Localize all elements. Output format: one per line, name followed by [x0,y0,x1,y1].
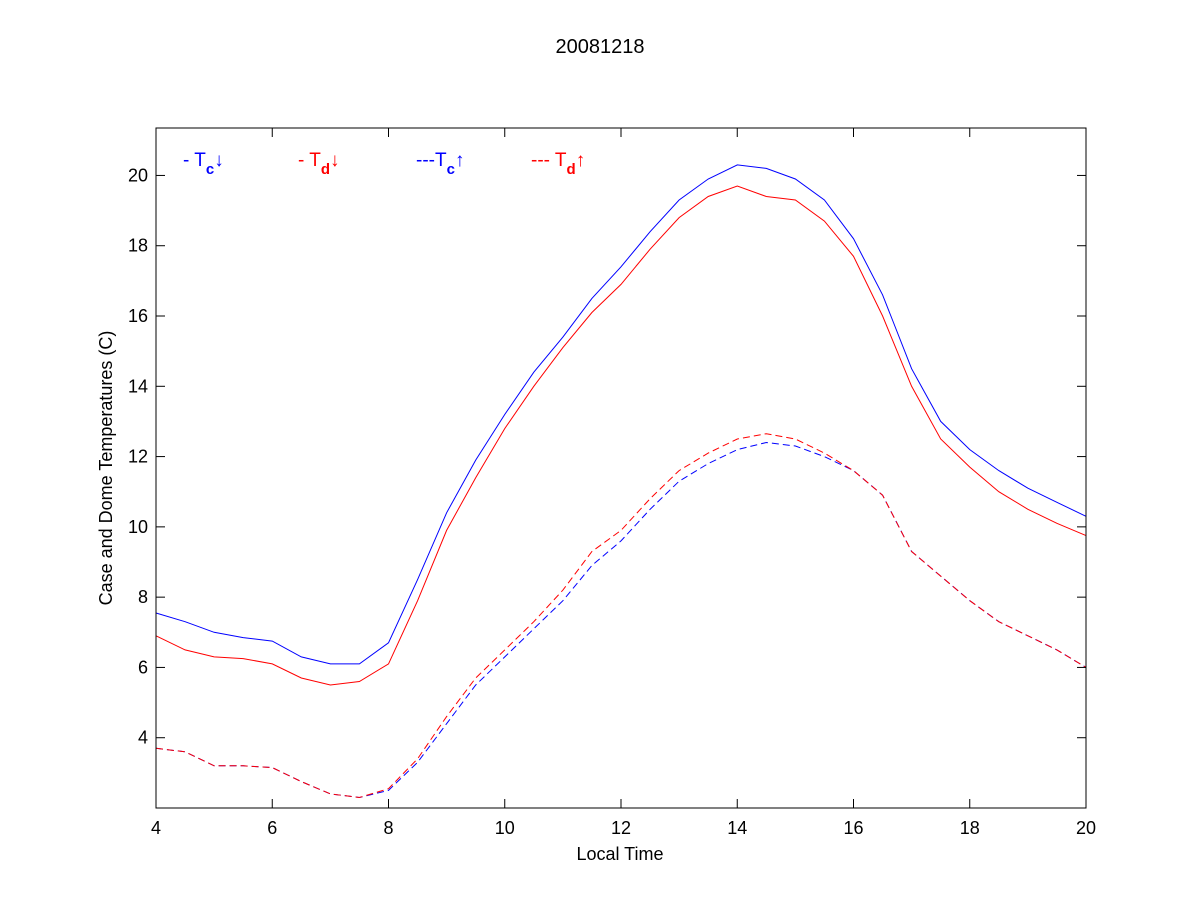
y-tick-label: 16 [128,306,148,326]
series-line-tc-down [155,164,1087,665]
x-tick-label: 8 [383,818,393,838]
plot-area: 4 6 8 10 12 14 16 18 20 4 6 8 10 12 14 16 18 20 [128,127,1096,838]
y-tick-label: 6 [138,657,148,677]
legend-entry: ---Tc↑ [416,150,464,178]
x-tick-label: 14 [727,818,747,838]
legend: - Tc↓ - Td↓ ---Tc↑ --- Td↑ [183,150,585,178]
x-tick-label: 18 [960,818,980,838]
y-tick-label: 8 [138,587,148,607]
x-tick-label: 4 [151,818,161,838]
series-line-td-up [155,433,1087,799]
y-tick-label: 18 [128,236,148,256]
x-tick-label: 6 [267,818,277,838]
legend-entry: - Td↓ [298,150,340,178]
y-tick-label: 10 [128,517,148,537]
y-axis-label: Case and Dome Temperatures (C) [96,331,116,606]
chart-title: 20081218 [556,36,645,58]
x-tick-label: 16 [843,818,863,838]
x-axis-label: Local Time [576,844,663,864]
legend-entry: --- Td↑ [531,150,585,178]
y-tick-label: 12 [128,447,148,467]
axes-frame [155,127,1087,809]
x-tick-label: 12 [611,818,631,838]
x-tick-label: 10 [495,818,515,838]
y-tick-label: 20 [128,165,148,185]
series-line-tc-up [155,441,1087,799]
y-tick-label: 14 [128,376,148,396]
series-line-td-down [155,185,1087,686]
legend-entry: - Tc↓ [183,150,224,178]
y-tick-label: 4 [138,728,148,748]
x-tick-label: 20 [1076,818,1096,838]
